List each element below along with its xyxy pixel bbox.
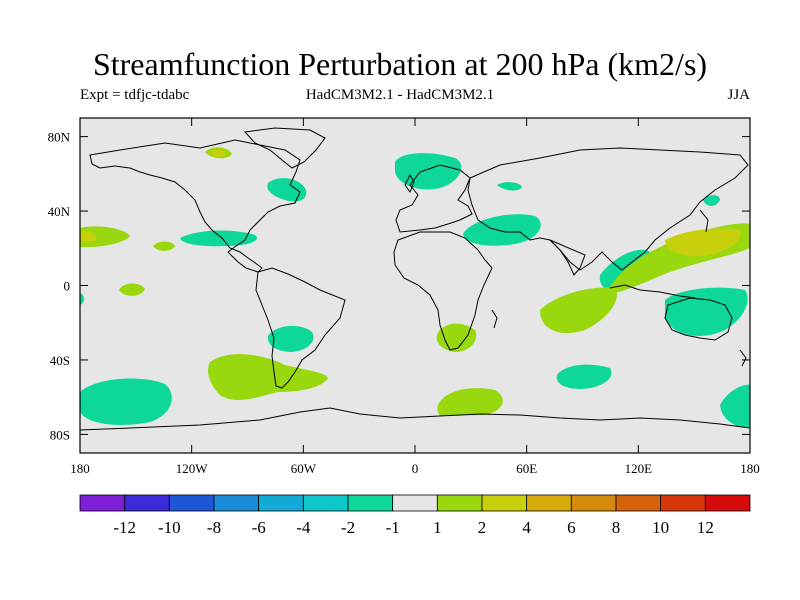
anomaly-regions xyxy=(80,147,750,428)
colorbar-label: 1 xyxy=(433,518,442,537)
lon-tick-label: 0 xyxy=(412,461,419,476)
colorbar-label: 8 xyxy=(612,518,621,537)
colorbar-swatch xyxy=(704,494,751,512)
colorbar-label: -12 xyxy=(113,518,136,537)
lon-tick-label: 60W xyxy=(291,461,317,476)
anomaly-pos-south-africa xyxy=(436,323,477,352)
anomaly-pos-south-atlantic xyxy=(208,354,328,401)
coast-india xyxy=(549,239,586,276)
coast-indonesia xyxy=(609,284,696,299)
colorbar-swatch xyxy=(168,494,215,512)
lon-tick-label: 180 xyxy=(70,461,90,476)
colorbar-swatch xyxy=(436,494,483,512)
colorbar-label: 12 xyxy=(697,518,714,537)
model-label: HadCM3M2.1 - HadCM3M2.1 xyxy=(305,87,495,103)
anomaly-neg-south-america xyxy=(267,325,314,352)
lon-tick-label: 180 xyxy=(740,461,760,476)
colorbar-label: -6 xyxy=(252,518,266,537)
coast-new-zealand xyxy=(739,349,747,367)
colorbar-label: -4 xyxy=(296,518,311,537)
anomaly-pos2-greenland xyxy=(210,149,226,157)
colorbar-swatch xyxy=(79,494,126,512)
lat-tick-label: 40N xyxy=(48,204,71,219)
colorbar-swatch xyxy=(124,494,170,512)
lon-tick-label: 60E xyxy=(516,461,537,476)
anomaly-neg-antarctic-pacific xyxy=(720,384,750,428)
colorbar-swatch xyxy=(347,494,394,512)
colorbar-label: 2 xyxy=(478,518,487,537)
coastlines xyxy=(80,127,750,431)
coast-antarctica xyxy=(80,407,750,431)
colorbar-label: -10 xyxy=(158,518,181,537)
latitude-axis: 80N 40N 0 40S 80S xyxy=(48,130,750,442)
colorbar-label: -1 xyxy=(386,518,400,537)
colorbar-swatch xyxy=(615,494,662,512)
colorbar-swatch xyxy=(660,494,706,512)
colorbar-swatch xyxy=(392,494,438,512)
colorbar: -12 -10 -8 -6 -4 -2 -1 1 2 4 6 8 10 12 xyxy=(79,494,751,537)
colorbar-swatch xyxy=(526,494,572,512)
coast-south-america xyxy=(255,267,346,389)
lat-tick-label: 40S xyxy=(50,353,70,368)
anomaly-neg-south-pacific xyxy=(80,378,172,425)
colorbar-label: 4 xyxy=(522,518,531,537)
anomaly-neg-canada xyxy=(267,178,307,202)
anomaly-neg-north-pacific xyxy=(703,195,720,206)
coast-australia xyxy=(664,297,733,341)
anomaly-neg-indian-ocean xyxy=(556,364,612,389)
experiment-label: Expt = tdfjc-tdabc xyxy=(80,87,190,103)
colorbar-label: -2 xyxy=(341,518,355,537)
coast-madagascar xyxy=(491,309,498,329)
anomaly-neg-north-atlantic xyxy=(395,153,462,190)
lon-tick-label: 120E xyxy=(625,461,653,476)
coast-uk xyxy=(404,173,415,194)
coast-japan xyxy=(699,209,709,233)
colorbar-swatch xyxy=(258,494,304,512)
colorbar-swatch xyxy=(481,494,528,512)
lat-tick-label: 80N xyxy=(48,130,71,145)
lat-tick-label: 80S xyxy=(50,427,70,442)
anomaly-neg-central-asia xyxy=(497,182,522,191)
anomaly-pos2-west-pacific xyxy=(80,231,97,242)
colorbar-label: 10 xyxy=(652,518,669,537)
lat-tick-label: 0 xyxy=(64,279,71,294)
coast-africa xyxy=(393,231,493,351)
anomaly-pos-hawaii xyxy=(153,241,175,251)
anomaly-neg-caribbean xyxy=(180,230,257,247)
anomaly-pos-west-pacific xyxy=(80,226,130,248)
longitude-axis: 180 120W 60W 0 60E 120E 180 xyxy=(70,118,760,476)
coast-greenland xyxy=(243,127,326,169)
colorbar-swatch xyxy=(302,494,349,512)
anomaly-pos-southern-ocean xyxy=(437,388,503,416)
season-label: JJA xyxy=(727,87,750,103)
colorbar-label: 6 xyxy=(567,518,576,537)
anomaly-neg-middle-east xyxy=(463,214,541,246)
colorbar-swatch xyxy=(213,494,260,512)
lon-tick-label: 120W xyxy=(176,461,209,476)
anomaly-neg-west-edge xyxy=(80,293,85,305)
anomaly-pos-east-pacific xyxy=(119,283,145,296)
colorbar-label: -8 xyxy=(207,518,221,537)
coast-north-america xyxy=(89,139,301,273)
anomaly-pos-indian-ocean-west xyxy=(540,287,617,334)
map-title: Streamfunction Perturbation at 200 hPa (… xyxy=(92,46,708,82)
anomaly-pos2-north-pacific xyxy=(665,228,741,257)
coast-asia xyxy=(467,147,749,271)
colorbar-swatch xyxy=(570,494,617,512)
